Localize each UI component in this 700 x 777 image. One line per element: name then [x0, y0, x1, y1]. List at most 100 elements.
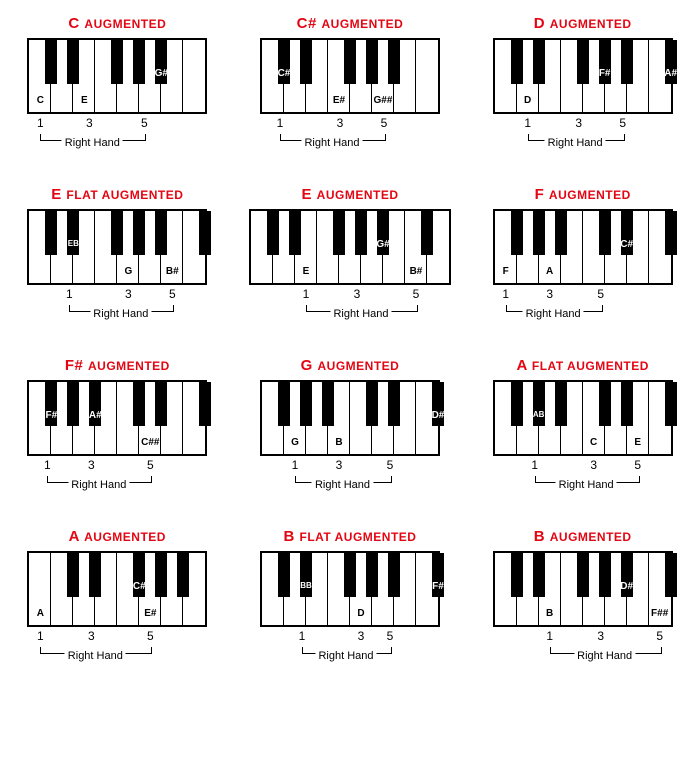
white-key [139, 40, 161, 112]
white-key [383, 211, 405, 283]
chord-root: B [283, 528, 299, 545]
chord-diagram: B FLAT AUGMENTEDBBDF#135Right Hand [248, 528, 453, 669]
finger-number: 1 [66, 287, 73, 301]
finger-number: 3 [88, 629, 95, 643]
white-key [29, 40, 51, 112]
finger-numbers: 135 [262, 629, 438, 647]
finger-number: 1 [37, 116, 44, 130]
keyboard: EBGB# [27, 209, 207, 285]
chord-grid: C AUGMENTEDCEG#135Right HandC# AUGMENTED… [15, 15, 685, 669]
finger-numbers: 135 [262, 116, 438, 134]
chord-root: B [534, 528, 550, 545]
finger-number: 1 [303, 287, 310, 301]
white-key [394, 553, 416, 625]
finger-number: 5 [597, 287, 604, 301]
white-key [405, 211, 427, 283]
chord-title: A FLAT AUGMENTED [516, 357, 648, 374]
chord-root: C [68, 15, 84, 32]
white-key [561, 382, 583, 454]
white-key [517, 553, 539, 625]
white-key [183, 40, 205, 112]
finger-number: 3 [86, 116, 93, 130]
finger-number: 3 [336, 458, 343, 472]
white-key [583, 211, 605, 283]
hand-bracket: Right Hand [29, 305, 205, 327]
finger-number: 3 [358, 629, 365, 643]
white-key [372, 553, 394, 625]
chord-quality: AUGMENTED [88, 359, 170, 373]
hand-label: Right Hand [330, 308, 391, 320]
chord-root: F# [65, 357, 88, 374]
white-key [161, 553, 183, 625]
finger-numbers: 135 [495, 629, 671, 647]
finger-number: 1 [502, 287, 509, 301]
white-key [73, 553, 95, 625]
white-key [51, 211, 73, 283]
white-key [416, 40, 438, 112]
chord-diagram: G AUGMENTEDGBD#135Right Hand [248, 357, 453, 498]
chord-diagram: C AUGMENTEDCEG#135Right Hand [15, 15, 220, 156]
finger-number: 3 [597, 629, 604, 643]
chord-title: C# AUGMENTED [297, 15, 404, 32]
keyboard: BD#F## [493, 551, 673, 627]
hand-label: Right Hand [574, 650, 635, 662]
finger-number: 5 [147, 629, 154, 643]
finger-number: 3 [125, 287, 132, 301]
white-key [561, 40, 583, 112]
white-key [627, 40, 649, 112]
white-key [517, 211, 539, 283]
keyboard: ABCE [493, 380, 673, 456]
hand-bracket: Right Hand [495, 476, 671, 498]
chord-root: E [301, 186, 316, 203]
white-key [139, 553, 161, 625]
white-key [139, 382, 161, 454]
white-key [161, 382, 183, 454]
chord-diagram: C# AUGMENTEDC#E#G##135Right Hand [248, 15, 453, 156]
finger-number: 1 [277, 116, 284, 130]
white-key [306, 40, 328, 112]
keyboard: F#A#C## [27, 380, 207, 456]
white-key [306, 553, 328, 625]
finger-number: 5 [381, 116, 388, 130]
finger-number: 5 [413, 287, 420, 301]
finger-number: 3 [354, 287, 361, 301]
white-key [328, 40, 350, 112]
chord-quality: AUGMENTED [84, 530, 166, 544]
white-key [51, 382, 73, 454]
white-key [117, 553, 139, 625]
chord-quality: AUGMENTED [317, 359, 399, 373]
finger-numbers: 1 3 5 [251, 287, 449, 305]
finger-numbers: 135 [29, 287, 205, 305]
chord-root: A [69, 528, 84, 545]
chord-quality: AUGMENTED [550, 17, 632, 31]
finger-number: 1 [531, 458, 538, 472]
white-key [495, 382, 517, 454]
finger-number: 5 [656, 629, 663, 643]
white-key [29, 553, 51, 625]
chord-diagram: D AUGMENTEDDF#A#135Right Hand [480, 15, 685, 156]
white-key [295, 211, 317, 283]
white-key [605, 382, 627, 454]
chord-title: B FLAT AUGMENTED [283, 528, 416, 545]
white-key [394, 382, 416, 454]
white-key [649, 382, 671, 454]
chord-diagram: A AUGMENTEDAC#E#135Right Hand [15, 528, 220, 669]
chord-title: A AUGMENTED [69, 528, 166, 545]
white-key [73, 211, 95, 283]
hand-bracket: Right Hand [251, 305, 449, 327]
hand-bracket: Right Hand [495, 134, 671, 156]
chord-diagram: F AUGMENTEDFAC#135Right Hand [480, 186, 685, 327]
white-key [139, 211, 161, 283]
keyboard: C#E#G## [260, 38, 440, 114]
white-key [495, 553, 517, 625]
chord-title: B AUGMENTED [534, 528, 632, 545]
white-key [95, 553, 117, 625]
keyboard: GBD# [260, 380, 440, 456]
finger-number: 3 [88, 458, 95, 472]
white-key [583, 40, 605, 112]
finger-numbers: 135 [495, 116, 671, 134]
finger-number: 1 [292, 458, 299, 472]
finger-number: 5 [141, 116, 148, 130]
white-key [350, 382, 372, 454]
chord-root: E [51, 186, 66, 203]
